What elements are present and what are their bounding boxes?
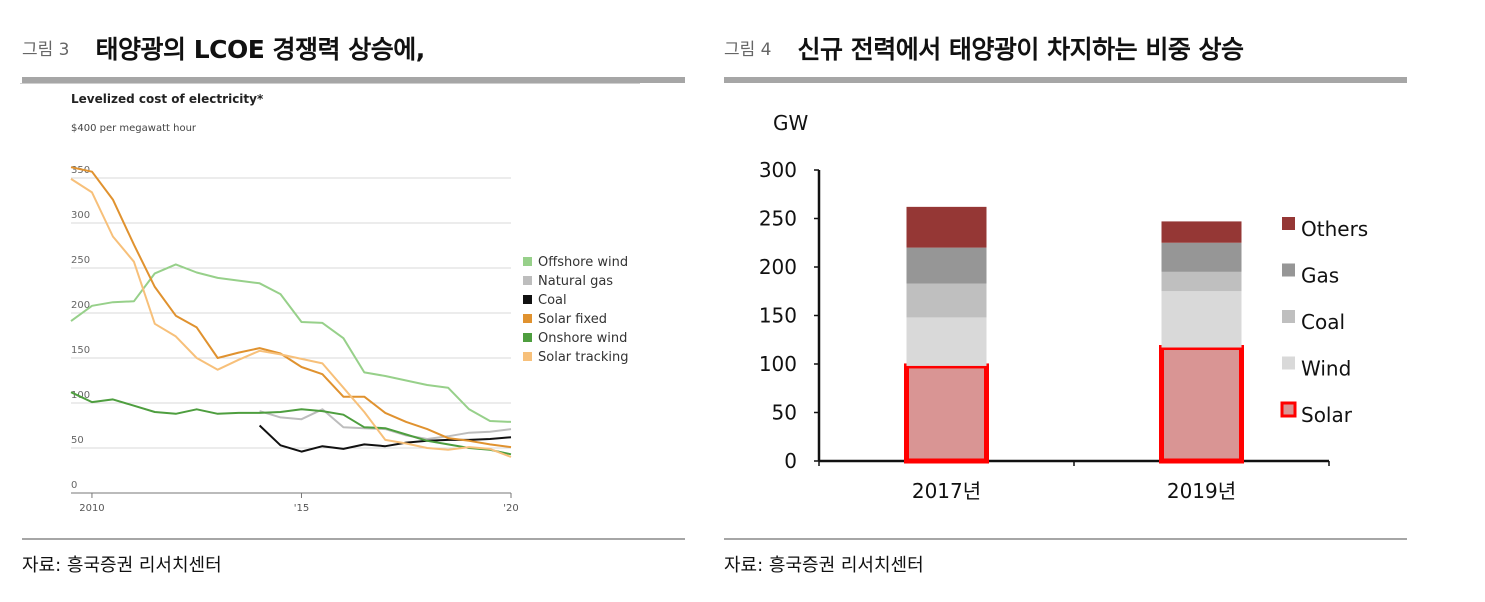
figure-3-panel: 그림 3 태양광의 LCOE 경쟁력 상승에, Levelized cost of…: [0, 0, 700, 602]
figure-4-top-rule: [724, 77, 1407, 83]
bar-segment-others: [1161, 221, 1242, 243]
y-tick-label: 100: [71, 390, 90, 401]
lcoe-line-chart: Levelized cost of electricity* $400 per …: [20, 83, 640, 514]
bar-segment-wind: [906, 317, 987, 366]
legend-label-solar: Solar: [1301, 403, 1353, 427]
figure-3-header: 그림 3 태양광의 LCOE 경쟁력 상승에,: [22, 30, 425, 66]
y-tick-label: 0: [784, 449, 797, 473]
legend-swatch-wind: [1282, 356, 1295, 370]
figure-3-bottom-rule: [22, 538, 685, 540]
bar-segment-others: [906, 206, 987, 248]
legend-label-onshore-wind: Onshore wind: [538, 331, 627, 346]
figure-4-bottom-rule: [724, 538, 1407, 540]
series-line-offshore-wind: [70, 263, 512, 423]
legend-swatch-coal: [1282, 310, 1295, 323]
legend-label-gas: Gas: [1301, 264, 1339, 288]
x-tick-label: '20: [503, 503, 518, 514]
bar-segment-coal: [906, 283, 987, 318]
y-tick-label: 150: [759, 304, 797, 328]
legend-label-natural-gas: Natural gas: [538, 274, 613, 289]
new-capacity-stacked-bar-chart: GW 0 50 100 150 200 250 300 2017년 2019년 Others Ga…: [759, 111, 1368, 503]
figure-3-number: 그림 3: [22, 40, 70, 60]
legend-swatch-gas: [1282, 263, 1295, 277]
series-line-onshore-wind: [70, 391, 512, 456]
legend-label-coal: Coal: [1301, 310, 1345, 334]
series-line-solar-tracking: [70, 178, 512, 458]
legend-swatch-solar-fixed: [523, 314, 532, 323]
figure-4-title: 신규 전력에서 태양광이 차지하는 비중 상승: [797, 35, 1245, 64]
y-tick-label: 200: [71, 300, 90, 311]
figure-4-header: 그림 4 신규 전력에서 태양광이 차지하는 비중 상승: [724, 30, 1244, 66]
legend-label-solar-tracking: Solar tracking: [538, 350, 628, 365]
bar-segment-gas: [906, 247, 987, 284]
bar-segment-coal: [1161, 271, 1242, 292]
y-tick-label: 150: [71, 345, 90, 356]
series-line-solar-fixed: [70, 166, 512, 449]
legend-swatch-offshore-wind: [523, 257, 532, 266]
figure-3-top-rule: [22, 77, 685, 83]
chart-title: Levelized cost of electricity*: [71, 92, 264, 106]
figure-4-number: 그림 4: [724, 40, 772, 60]
legend-swatch-onshore-wind: [523, 333, 532, 342]
x-tick-label: '15: [294, 503, 309, 514]
figure-3-title: 태양광의 LCOE 경쟁력 상승에,: [95, 35, 426, 64]
y-tick-label: 0: [71, 480, 77, 491]
y-axis-unit-label: GW: [773, 111, 808, 135]
figure-4-panel: 그림 4 신규 전력에서 태양광이 차지하는 비중 상승 GW 0 50 100 150…: [700, 0, 1485, 602]
chart-subtitle: $400 per megawatt hour: [71, 123, 197, 134]
bar-segment-solar: [904, 363, 989, 464]
y-tick-label: 100: [759, 352, 797, 376]
legend-swatch-natural-gas: [523, 276, 532, 285]
y-tick-label: 50: [772, 401, 797, 425]
x-category-label: 2017년: [912, 479, 981, 503]
legend-label-offshore-wind: Offshore wind: [538, 255, 628, 270]
y-tick-label: 250: [759, 207, 797, 231]
bar-segment-wind: [1161, 291, 1242, 348]
y-tick-label: 50: [71, 435, 84, 446]
legend-swatch-others: [1282, 217, 1295, 230]
legend-label-coal: Coal: [538, 293, 567, 308]
bar-segment-gas: [1161, 242, 1242, 272]
legend-swatch-solar: [1280, 401, 1297, 418]
bar-segment-solar: [1159, 345, 1244, 464]
y-tick-label: 300: [71, 210, 90, 221]
legend-swatch-coal: [523, 295, 532, 304]
legend-swatch-solar-tracking: [523, 352, 532, 361]
legend-label-wind: Wind: [1301, 357, 1351, 381]
figure-3-source: 자료: 흥국증권 리서치센터: [22, 555, 222, 576]
figure-4-source: 자료: 흥국증권 리서치센터: [724, 555, 924, 576]
legend-label-others: Others: [1301, 217, 1368, 241]
x-category-label: 2019년: [1167, 479, 1236, 503]
y-tick-label: 250: [71, 255, 90, 266]
y-tick-label: 300: [759, 158, 797, 182]
y-tick-label: 350: [71, 165, 90, 176]
y-tick-label: 200: [759, 255, 797, 279]
x-tick-label: 2010: [79, 503, 104, 514]
legend-label-solar-fixed: Solar fixed: [538, 312, 607, 327]
